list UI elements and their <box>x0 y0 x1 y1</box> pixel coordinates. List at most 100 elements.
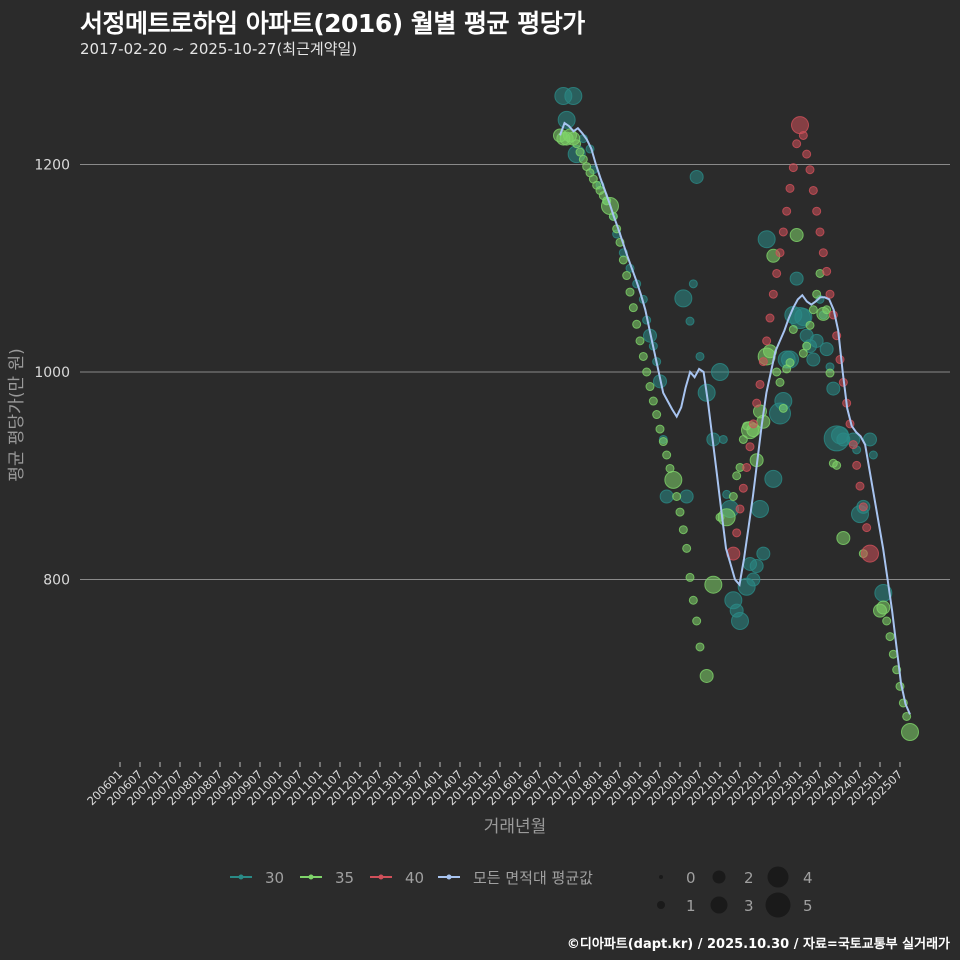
data-point-30 <box>756 546 771 561</box>
data-point-35 <box>678 525 688 535</box>
data-point-35 <box>699 668 714 683</box>
legend-size-label: 3 <box>744 897 754 915</box>
data-point-35 <box>695 642 705 652</box>
data-point-40 <box>752 398 762 408</box>
source-caption: ©디아파트(dapt.kr) / 2025.10.30 / 자료=국토교통부 실… <box>566 937 950 952</box>
data-point-35 <box>876 600 891 615</box>
legend-label: 30 <box>265 869 284 887</box>
legend-size-circle <box>765 892 791 918</box>
data-point-30 <box>809 333 824 348</box>
legend-size-label: 2 <box>744 869 754 887</box>
data-point-40 <box>755 379 765 389</box>
data-point-35 <box>825 368 835 378</box>
data-point-35 <box>632 319 642 329</box>
data-point-40 <box>788 163 798 173</box>
legend-size-label: 1 <box>686 897 696 915</box>
data-point-40 <box>778 227 788 237</box>
data-point-35 <box>789 228 804 243</box>
legend-size-circle <box>657 901 665 909</box>
data-point-40 <box>822 266 832 276</box>
chart-title: 서정메트로하임 아파트(2016) 월별 평균 평당가 <box>80 9 585 38</box>
data-point-30 <box>564 87 583 106</box>
data-point-35 <box>658 437 668 447</box>
data-point-30 <box>688 279 698 289</box>
data-point-35 <box>692 616 702 626</box>
data-point-30 <box>731 612 749 630</box>
data-point-35 <box>652 410 662 420</box>
data-point-30 <box>749 559 764 574</box>
data-point-35 <box>788 324 798 334</box>
data-point-35 <box>802 341 812 351</box>
data-point-35 <box>901 723 919 742</box>
data-point-35 <box>704 575 723 594</box>
data-point-35 <box>772 367 782 377</box>
data-point-35 <box>778 403 788 413</box>
data-point-40 <box>848 440 858 450</box>
data-point-40 <box>745 442 755 452</box>
data-point-40 <box>852 460 862 470</box>
mean-line <box>559 121 911 715</box>
data-point-30 <box>789 271 804 286</box>
data-point-30 <box>679 489 694 504</box>
data-point-35 <box>662 450 672 460</box>
data-point-35 <box>798 348 808 358</box>
data-point-40 <box>768 289 778 299</box>
data-point-40 <box>858 502 868 512</box>
data-point-30 <box>746 572 761 587</box>
data-point-35 <box>672 492 682 501</box>
data-point-30 <box>695 351 705 361</box>
data-point-30 <box>757 230 776 249</box>
gridlines <box>80 164 950 580</box>
data-point-35 <box>882 616 892 626</box>
data-point-35 <box>728 492 738 501</box>
data-point-40 <box>772 268 782 278</box>
data-point-30 <box>711 363 729 381</box>
data-point-40 <box>735 504 745 514</box>
data-point-35 <box>642 367 652 377</box>
data-point-35 <box>645 382 655 392</box>
data-point-40 <box>812 206 822 216</box>
data-point-40 <box>802 149 812 159</box>
data-point-35 <box>688 595 698 605</box>
data-point-40 <box>748 419 758 429</box>
data-point-30 <box>868 450 878 460</box>
data-point-30 <box>557 110 576 129</box>
data-point-40 <box>782 206 792 216</box>
legend-size-circle <box>712 870 726 884</box>
data-point-30 <box>826 381 841 396</box>
data-point-35 <box>685 572 695 582</box>
legend-size-circle <box>710 896 728 914</box>
data-point-40 <box>815 227 825 237</box>
data-point-35 <box>655 424 665 434</box>
data-point-35 <box>812 289 822 299</box>
data-point-35 <box>575 147 585 157</box>
legend-label: 40 <box>405 869 424 887</box>
legend-key-dot <box>378 874 384 880</box>
data-point-35 <box>732 471 742 481</box>
data-point-35 <box>836 531 851 545</box>
legend-key-dot <box>238 874 244 880</box>
data-point-30 <box>689 169 704 184</box>
y-axis-title: 평균 평당가(만 원) <box>7 348 27 482</box>
data-point-35 <box>822 305 832 315</box>
data-point-40 <box>862 523 872 533</box>
data-point-30 <box>751 499 769 518</box>
legend-size-label: 4 <box>803 869 813 887</box>
x-axis-title: 거래년월 <box>484 817 547 837</box>
data-point-35 <box>618 255 628 265</box>
x-axis-ticks: 2006012006072007012007072008012008072009… <box>84 762 905 808</box>
data-point-40 <box>765 313 775 323</box>
data-point-30 <box>806 352 821 367</box>
y-tick-label: 1000 <box>34 365 70 381</box>
data-point-30 <box>718 434 728 444</box>
data-point-40 <box>808 185 818 195</box>
data-point-30 <box>819 342 834 357</box>
data-point-40 <box>791 116 809 135</box>
data-point-40 <box>818 248 828 258</box>
data-point-40 <box>785 183 795 193</box>
data-point-35 <box>832 460 842 470</box>
data-point-35 <box>664 470 683 489</box>
data-point-40 <box>762 336 772 346</box>
data-point-40 <box>792 139 802 149</box>
